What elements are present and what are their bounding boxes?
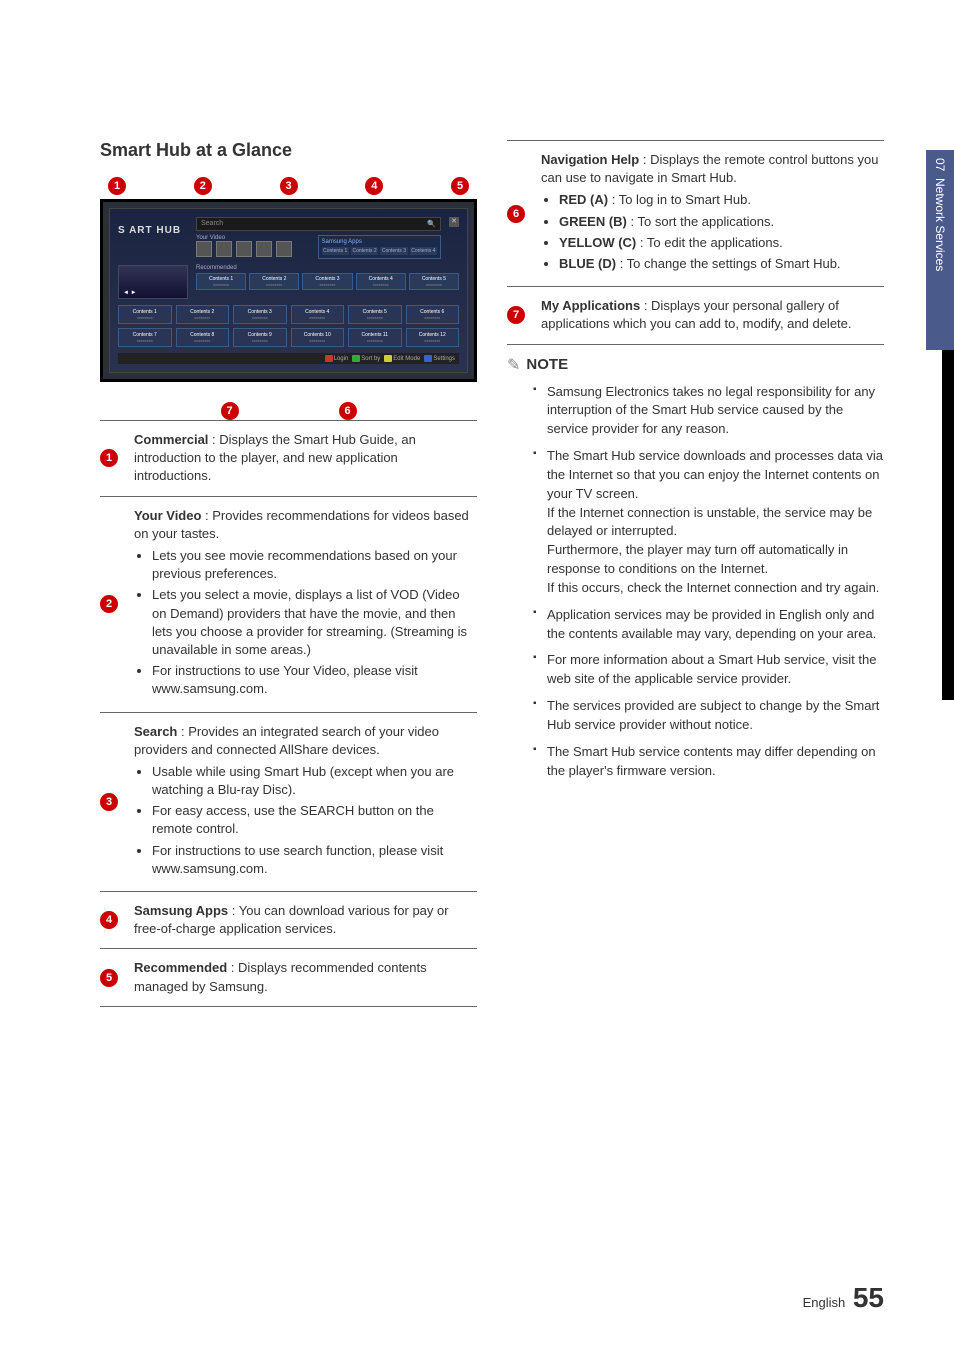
your-video-thumbs [196, 241, 312, 257]
desc-badge: 5 [100, 969, 118, 987]
desc-badge: 7 [507, 306, 525, 324]
desc-body: My Applications : Displays your personal… [541, 297, 884, 333]
grid-cell: Contents 8xxxxxxxx [176, 328, 230, 347]
grid-cell: Contents 10xxxxxxxx [291, 328, 345, 347]
callout-row-bottom: 7 6 [100, 402, 477, 420]
note-item: Application services may be provided in … [533, 606, 884, 644]
side-tab: 07 Network Services [926, 150, 954, 350]
page-number: 55 [853, 1282, 884, 1313]
apps-cell: Contents 3 [380, 247, 407, 255]
rec-cell: Contents 4xxxxxxxx [356, 273, 406, 290]
description-table-right: 6 Navigation Help : Displays the remote c… [507, 140, 884, 345]
rec-cell: Contents 5xxxxxxxx [409, 273, 459, 290]
desc-body: Your Video : Provides recommendations fo… [134, 507, 477, 702]
desc-badge: 3 [100, 793, 118, 811]
grid-cell: Contents 11xxxxxxxx [348, 328, 402, 347]
hub-nav-help: Login Sort by Edit Mode Settings [118, 353, 459, 364]
rec-cell: Contents 3xxxxxxxx [302, 273, 352, 290]
callout-badge: 7 [221, 402, 239, 420]
hub-preview [118, 265, 188, 299]
close-icon: ✕ [449, 217, 459, 227]
desc-row: 4 Samsung Apps : You can download various… [100, 891, 477, 948]
desc-body: Navigation Help : Displays the remote co… [541, 151, 884, 276]
recommended-label: Recommended [196, 265, 459, 271]
note-label: NOTE [526, 356, 568, 373]
grid-cell: Contents 4xxxxxxxx [291, 305, 345, 324]
desc-badge: 1 [100, 449, 118, 467]
desc-row: 7 My Applications : Displays your persona… [507, 286, 884, 344]
desc-row: 5 Recommended : Displays recommended cont… [100, 948, 477, 1006]
page-footer: English 55 [803, 1282, 884, 1314]
desc-badge: 6 [507, 205, 525, 223]
note-item: Samsung Electronics takes no legal respo… [533, 383, 884, 440]
footer-lang: English [803, 1295, 846, 1310]
apps-cell: Contents 4 [410, 247, 437, 255]
callout-row-top: 1 2 3 4 5 [100, 177, 477, 195]
grid-cell: Contents 5xxxxxxxx [348, 305, 402, 324]
grid-cell: Contents 9xxxxxxxx [233, 328, 287, 347]
hub-search-bar: Search 🔍 [196, 217, 441, 231]
samsung-apps-label: Samsung Apps [322, 239, 438, 245]
note-list: Samsung Electronics takes no legal respo… [507, 383, 884, 781]
note-item: For more information about a Smart Hub s… [533, 651, 884, 689]
grid-cell: Contents 7xxxxxxxx [118, 328, 172, 347]
desc-badge: 4 [100, 911, 118, 929]
note-header: ✎ NOTE [507, 355, 884, 375]
chapter-number: 07 [933, 158, 947, 171]
chapter-title: Network Services [933, 178, 947, 271]
callout-badge: 4 [365, 177, 383, 195]
grid-cell: Contents 12xxxxxxxx [406, 328, 460, 347]
hub-logo: S ART HUB [118, 217, 188, 244]
desc-row: 3 Search : Provides an integrated search … [100, 712, 477, 892]
hub-app-grid: Contents 1xxxxxxxxContents 2xxxxxxxxCont… [118, 305, 459, 347]
apps-cell: Contents 2 [351, 247, 378, 255]
grid-cell: Contents 2xxxxxxxx [176, 305, 230, 324]
desc-body: Samsung Apps : You can download various … [134, 902, 477, 938]
note-item: The services provided are subject to cha… [533, 697, 884, 735]
grid-cell: Contents 3xxxxxxxx [233, 305, 287, 324]
note-icon: ✎ [507, 355, 520, 375]
desc-body: Search : Provides an integrated search o… [134, 723, 477, 882]
search-icon: 🔍 [427, 220, 436, 228]
callout-badge: 5 [451, 177, 469, 195]
grid-cell: Contents 6xxxxxxxx [406, 305, 460, 324]
callout-badge: 2 [194, 177, 212, 195]
rec-cell: Contents 2xxxxxxxx [249, 273, 299, 290]
desc-badge: 2 [100, 595, 118, 613]
smart-hub-diagram: S ART HUB Search 🔍 Your Video [100, 199, 477, 382]
callout-badge: 3 [280, 177, 298, 195]
desc-row: 1 Commercial : Displays the Smart Hub Gui… [100, 420, 477, 496]
section-title: Smart Hub at a Glance [100, 140, 477, 161]
desc-row: 2 Your Video : Provides recommendations f… [100, 496, 477, 712]
callout-badge: 6 [339, 402, 357, 420]
note-item: The Smart Hub service downloads and proc… [533, 447, 884, 598]
callout-badge: 1 [108, 177, 126, 195]
rec-cell: Contents 1xxxxxxxx [196, 273, 246, 290]
apps-cell: Contents 1 [322, 247, 349, 255]
description-table-left: 1 Commercial : Displays the Smart Hub Gui… [100, 420, 477, 1007]
side-tab-marker [942, 350, 954, 700]
desc-body: Recommended : Displays recommended conte… [134, 959, 477, 995]
grid-cell: Contents 1xxxxxxxx [118, 305, 172, 324]
note-item: The Smart Hub service contents may diffe… [533, 743, 884, 781]
desc-row: 6 Navigation Help : Displays the remote c… [507, 140, 884, 286]
desc-body: Commercial : Displays the Smart Hub Guid… [134, 431, 477, 486]
